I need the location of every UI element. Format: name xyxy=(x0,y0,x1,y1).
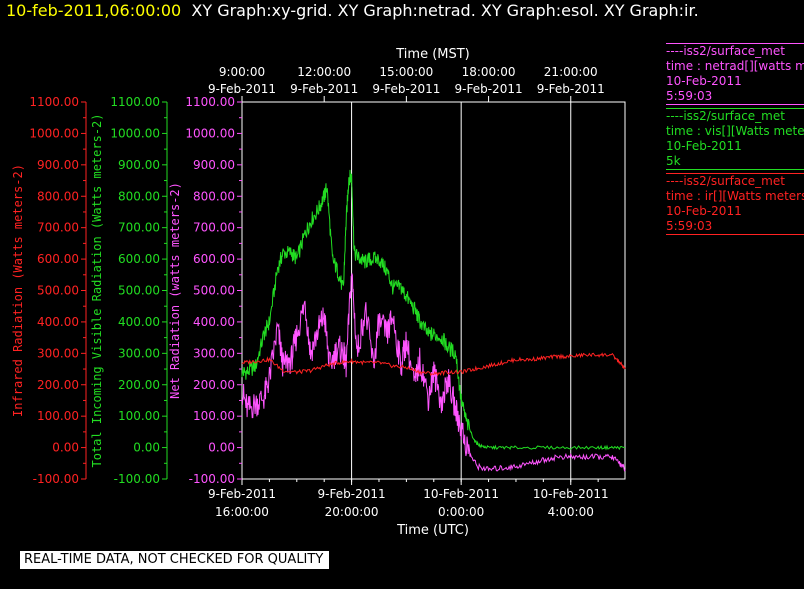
bottom-tick-date: 9-Feb-2011 xyxy=(208,487,276,501)
y-axis-title: Net Radiation (watts meters-2) xyxy=(168,182,182,399)
bottom-tick-date: 10-Feb-2011 xyxy=(533,487,609,501)
y-tick-label: 200.00 xyxy=(37,378,79,392)
y-axis-title: Infrared Radiation (Watts meters-2) xyxy=(11,164,25,417)
y-tick-label: 300.00 xyxy=(118,346,160,360)
plot-frame xyxy=(241,101,626,480)
y-tick-label: 100.00 xyxy=(118,409,160,423)
y-tick-label: 0.00 xyxy=(133,441,160,455)
y-tick-label: 500.00 xyxy=(193,284,235,298)
y-tick-label: 700.00 xyxy=(118,221,160,235)
y-tick-label: 600.00 xyxy=(193,252,235,266)
top-tick-date: 9-Feb-2011 xyxy=(537,82,605,96)
y-tick-label: 800.00 xyxy=(118,189,160,203)
legend-line: 10-Feb-2011 xyxy=(666,139,742,153)
legend-line: time : netrad[][watts meters-2] xyxy=(666,59,804,73)
top-tick-date: 9-Feb-2011 xyxy=(290,82,358,96)
bottom-tick-time: 0:00:00 xyxy=(438,505,484,519)
y-tick-label: 700.00 xyxy=(193,221,235,235)
y-tick-label: 1000.00 xyxy=(29,126,79,140)
legend-line: ----iss2/surface_met xyxy=(666,173,804,189)
y-tick-label: 900.00 xyxy=(118,158,160,172)
top-tick-time: 12:00:00 xyxy=(297,65,351,79)
y-tick-label: 100.00 xyxy=(193,409,235,423)
y-tick-label: 400.00 xyxy=(193,315,235,329)
legend-line: ----iss2/surface_met xyxy=(666,43,804,59)
legend-line: time : vis[][Watts meters-2] xyxy=(666,124,804,138)
legend-line: time : ir[][Watts meters-2] xyxy=(666,189,804,203)
series-line xyxy=(241,352,626,377)
y-tick-label: -100.00 xyxy=(189,472,235,486)
top-tick-date: 9-Feb-2011 xyxy=(208,82,276,96)
y-tick-label: 500.00 xyxy=(37,284,79,298)
quality-disclaimer: REAL-TIME DATA, NOT CHECKED FOR QUALITY xyxy=(20,551,330,569)
graph-titles: XY Graph:xy-grid. XY Graph:netrad. XY Gr… xyxy=(191,1,699,20)
timestamp: 10-feb-2011,06:00:00 xyxy=(6,1,182,20)
y-tick-label: 800.00 xyxy=(193,189,235,203)
bottom-tick-time: 4:00:00 xyxy=(548,505,594,519)
top-tick-date: 9-Feb-2011 xyxy=(372,82,440,96)
y-tick-label: 1100.00 xyxy=(185,95,235,109)
top-tick-time: 15:00:00 xyxy=(379,65,433,79)
series-line xyxy=(241,272,626,472)
y-tick-label: 300.00 xyxy=(193,346,235,360)
legend-line: 5:59:03 xyxy=(666,89,713,103)
y-axis-title: Total Incoming Visible Radiation (Watts … xyxy=(90,113,104,467)
y-tick-label: 600.00 xyxy=(37,252,79,266)
y-tick-label: 200.00 xyxy=(118,378,160,392)
top-tick-time: 18:00:00 xyxy=(462,65,516,79)
bottom-tick-time: 16:00:00 xyxy=(215,505,269,519)
top-tick-date: 9-Feb-2011 xyxy=(455,82,523,96)
bottom-tick-time: 20:00:00 xyxy=(325,505,379,519)
y-tick-label: 900.00 xyxy=(37,158,79,172)
y-tick-label: 0.00 xyxy=(52,441,79,455)
y-tick-label: 300.00 xyxy=(37,346,79,360)
header: 10-feb-2011,06:00:00 XY Graph:xy-grid. X… xyxy=(6,1,699,20)
y-tick-label: -100.00 xyxy=(114,472,160,486)
top-axis-title: Time (MST) xyxy=(395,47,470,62)
y-tick-label: 400.00 xyxy=(37,315,79,329)
y-tick-label: 800.00 xyxy=(37,189,79,203)
y-tick-label: 200.00 xyxy=(193,378,235,392)
bottom-tick-date: 9-Feb-2011 xyxy=(318,487,386,501)
y-tick-label: -100.00 xyxy=(33,472,79,486)
legend-line: 10-Feb-2011 xyxy=(666,204,742,218)
bottom-axis-title: Time (UTC) xyxy=(396,523,469,538)
legend-entry: ----iss2/surface_met time : netrad[][watt… xyxy=(666,43,804,105)
legend: ----iss2/surface_met time : netrad[][watt… xyxy=(666,43,804,238)
y-tick-label: 900.00 xyxy=(193,158,235,172)
y-tick-label: 400.00 xyxy=(118,315,160,329)
legend-line: 10-Feb-2011 xyxy=(666,74,742,88)
y-tick-label: 700.00 xyxy=(37,221,79,235)
y-tick-label: 1000.00 xyxy=(185,126,235,140)
y-tick-label: 1000.00 xyxy=(110,126,160,140)
legend-entry: ----iss2/surface_met time : ir[][Watts me… xyxy=(666,173,804,235)
legend-line: 5:59:03 xyxy=(666,219,713,233)
series-line xyxy=(241,169,626,451)
y-tick-label: 100.00 xyxy=(37,409,79,423)
y-tick-label: 600.00 xyxy=(118,252,160,266)
legend-line: 5k xyxy=(666,154,681,168)
y-tick-label: 0.00 xyxy=(208,441,235,455)
legend-line: ----iss2/surface_met xyxy=(666,108,804,124)
y-tick-label: 1100.00 xyxy=(29,95,79,109)
y-tick-label: 1100.00 xyxy=(110,95,160,109)
bottom-tick-date: 10-Feb-2011 xyxy=(423,487,499,501)
top-tick-time: 9:00:00 xyxy=(219,65,265,79)
top-tick-time: 21:00:00 xyxy=(544,65,598,79)
legend-entry: ----iss2/surface_met time : vis[][Watts m… xyxy=(666,108,804,170)
y-tick-label: 500.00 xyxy=(118,284,160,298)
